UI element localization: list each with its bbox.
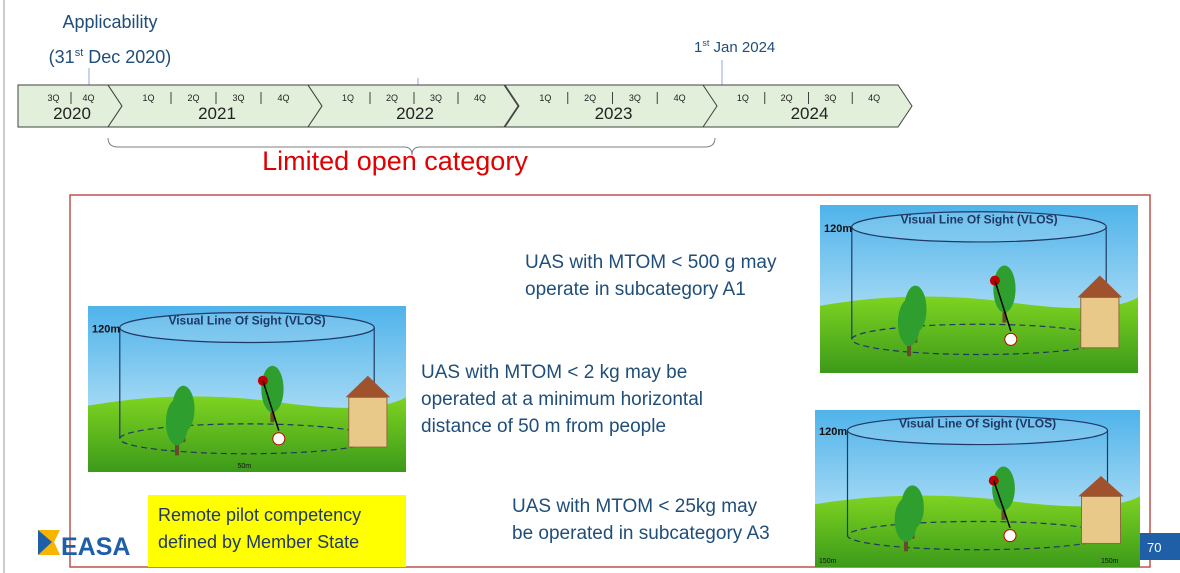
quarter-label: 3Q (47, 93, 59, 103)
house (1082, 496, 1121, 543)
quarter-label: 4Q (674, 93, 686, 103)
start-date: (31st Dec 2020) (49, 47, 172, 67)
height-label: 120m (824, 223, 852, 235)
page-number: 70 (1147, 540, 1161, 555)
quarter-label: 1Q (539, 93, 551, 103)
quarter-label: 2Q (584, 93, 596, 103)
tree-crown (992, 467, 1015, 511)
description-line: operate in subcategory A1 (525, 279, 746, 300)
bracket-label: Limited open category (262, 146, 528, 176)
slide: Applicability (31st Dec 2020) 1st Jan 20… (0, 0, 1180, 573)
year-label: 2023 (595, 104, 633, 123)
description-line: distance of 50 m from people (421, 416, 666, 437)
quarter-label: 3Q (629, 93, 641, 103)
year-label: 2021 (198, 104, 236, 123)
distance-label: 150m (819, 558, 837, 565)
year-label: 2024 (791, 104, 829, 123)
tree-crown (895, 498, 918, 542)
house (1081, 297, 1119, 347)
year-label: 2020 (53, 104, 91, 123)
description-line: UAS with MTOM < 25kg may (512, 496, 758, 517)
quarter-label: 4Q (277, 93, 289, 103)
vlos-title: Visual Line Of Sight (VLOS) (168, 313, 325, 327)
logo-text: EASA (61, 533, 130, 561)
quarter-label: 3Q (430, 93, 442, 103)
pilot (1004, 530, 1016, 542)
year-label: 2022 (396, 104, 434, 123)
quarter-label: 4Q (474, 93, 486, 103)
description-line: operated at a minimum horizontal (421, 389, 703, 410)
tree-crown (166, 399, 188, 445)
quarter-label: 2Q (781, 93, 793, 103)
description-line: be operated in subcategory A3 (512, 523, 770, 544)
pilot (1005, 333, 1017, 345)
tree-crown (898, 299, 920, 346)
note-line: defined by Member State (158, 532, 359, 552)
quarter-label: 1Q (342, 93, 354, 103)
description-line: UAS with MTOM < 500 g may (525, 252, 777, 273)
vlos-title: Visual Line Of Sight (VLOS) (900, 212, 1057, 226)
quarter-label: 4Q (868, 93, 880, 103)
height-label: 120m (92, 324, 120, 336)
house (349, 397, 387, 447)
description-line: UAS with MTOM < 2 kg may be (421, 362, 687, 383)
vlos-illustration: Visual Line Of Sight (VLOS) 120m (820, 205, 1138, 373)
quarter-label: 1Q (142, 93, 154, 103)
tree-crown (993, 265, 1015, 312)
quarter-label: 2Q (187, 93, 199, 103)
height-label: 120m (819, 426, 847, 438)
note-line: Remote pilot competency (158, 505, 361, 525)
distance-label: 50m (237, 463, 251, 470)
tree-crown (261, 366, 283, 412)
vlos-illustration: Visual Line Of Sight (VLOS) 120m 150m 150m (815, 410, 1140, 567)
vlos-title: Visual Line Of Sight (VLOS) (899, 416, 1056, 430)
pilot (273, 433, 285, 445)
quarter-label: 1Q (737, 93, 749, 103)
start-label: Applicability (62, 12, 157, 32)
vlos-illustration: Visual Line Of Sight (VLOS) 120m 50m (88, 306, 406, 472)
distance-label: 150m (1101, 558, 1119, 565)
quarter-label: 2Q (386, 93, 398, 103)
quarter-label: 3Q (232, 93, 244, 103)
quarter-label: 4Q (82, 93, 94, 103)
quarter-label: 3Q (824, 93, 836, 103)
